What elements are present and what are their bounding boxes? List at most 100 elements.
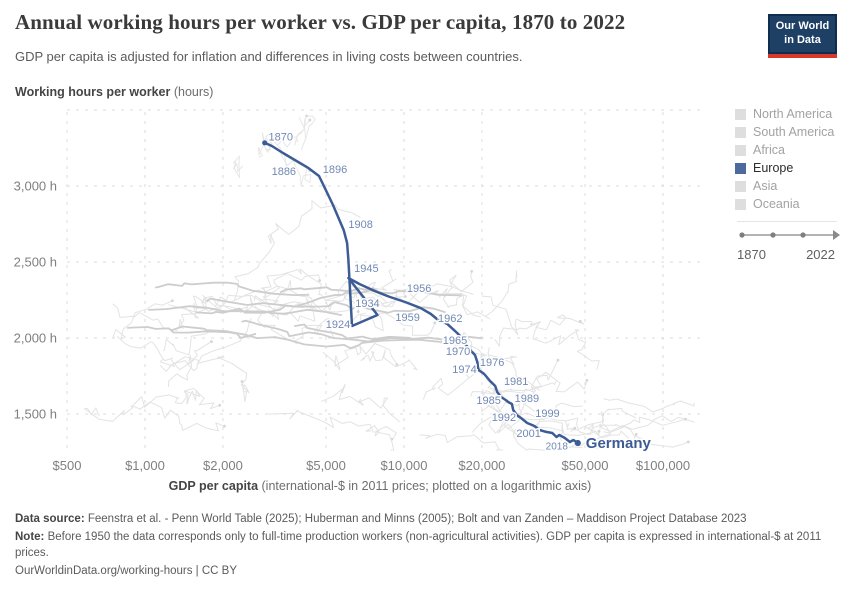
legend-item-label: South America: [753, 125, 835, 139]
background-line: [168, 295, 242, 313]
year-label-2001: 2001: [516, 428, 540, 440]
background-line: [201, 279, 292, 307]
timeline-end-year: 2022: [806, 247, 835, 262]
background-line: [603, 398, 695, 413]
background-line-endpoint: [634, 432, 638, 436]
background-line: [159, 356, 250, 403]
legend-item-europe[interactable]: Europe: [735, 159, 847, 177]
background-line-endpoint: [306, 293, 310, 297]
timeline-dot-mid1[interactable]: [770, 232, 776, 238]
legend-item-asia[interactable]: Asia: [735, 177, 847, 195]
background-line-endpoint: [170, 299, 174, 303]
background-line-endpoint: [210, 340, 213, 343]
germany-line[interactable]: [263, 141, 580, 445]
year-label-1934: 1934: [355, 298, 379, 310]
page-title: Annual working hours per worker vs. GDP …: [15, 10, 626, 34]
timeline-slider[interactable]: [737, 228, 841, 242]
timeline-start-year: 1870: [737, 247, 766, 262]
x-tick-label-5000: $5,000: [306, 458, 346, 473]
background-line: [83, 401, 225, 432]
background-line: [469, 344, 518, 366]
background-line: [324, 312, 366, 340]
background-line: [277, 148, 312, 188]
background-line-endpoint: [395, 363, 399, 366]
owid-logo-line1: Our World: [775, 20, 830, 32]
background-line: [481, 380, 557, 397]
y-axis-unit-bold: Working hours per worker: [15, 85, 171, 99]
citation-link: OurWorldinData.org/working-hours | CC BY: [15, 564, 835, 580]
background-country-lines: [83, 114, 695, 451]
background-line: [498, 410, 575, 430]
background-line-endpoint: [470, 269, 474, 273]
background-line: [112, 303, 178, 332]
background-line-endpoint: [578, 319, 582, 323]
chart-footer: Data source: Feenstra et al. - Penn Worl…: [15, 512, 835, 581]
x-tick-label-100000: $100,000: [636, 458, 690, 473]
note-line: Note: Before 1950 the data corresponds o…: [15, 530, 835, 562]
background-line: [241, 268, 360, 304]
background-line: [168, 341, 212, 388]
legend-swatch-icon: [735, 144, 746, 156]
legend-item-label: North America: [753, 107, 833, 121]
background-line: [570, 428, 600, 436]
background-line-endpoint: [223, 424, 226, 428]
legend-item-africa[interactable]: Africa: [735, 141, 847, 159]
owid-logo[interactable]: Our World in Data: [768, 14, 837, 58]
data-source-text: Feenstra et al. - Penn World Table (2025…: [84, 513, 747, 525]
background-line: [262, 272, 321, 298]
background-line: [497, 420, 583, 451]
owid-logo-line2: in Data: [784, 33, 821, 46]
gridlines: [66, 109, 703, 452]
background-line-endpoint: [686, 440, 690, 444]
legend-item-label: Africa: [753, 143, 785, 157]
x-tick-label-500: $500: [53, 458, 82, 473]
background-line: [470, 388, 534, 397]
legend-swatch-icon: [735, 162, 746, 174]
background-line: [360, 312, 436, 336]
series-name-label: Germany: [586, 435, 652, 452]
legend-item-label: Oceania: [753, 197, 800, 211]
background-line: [116, 335, 195, 371]
background-line: [162, 330, 212, 356]
background-line: [365, 425, 395, 451]
background-line-endpoint: [573, 426, 577, 430]
owid-logo-text: Our World in Data: [770, 16, 835, 52]
legend-item-south-america[interactable]: South America: [735, 123, 847, 141]
y-axis-unit-label: Working hours per worker (hours): [15, 85, 213, 99]
y-tick-label-1500: 1,500 h: [14, 407, 57, 422]
note-label: Note:: [15, 530, 45, 543]
x-tick-label-10000: $10,000: [380, 458, 427, 473]
year-label-1970: 1970: [446, 346, 470, 358]
background-line: [471, 359, 559, 434]
background-line: [490, 371, 588, 413]
axis-tick-labels: 3,000 h 2,500 h 2,000 h 1,500 h $500 $1,000 $2…: [14, 179, 690, 474]
background-line-endpoint: [318, 279, 321, 282]
legend-item-north-america[interactable]: North America: [735, 105, 847, 123]
year-label-1886: 1886: [272, 166, 296, 178]
background-line-endpoint: [556, 358, 560, 362]
background-line: [170, 325, 442, 350]
x-axis-title-bold: GDP per capita: [168, 479, 259, 493]
background-line: [241, 319, 483, 343]
legend-divider: [737, 221, 837, 222]
timeline-handle-start[interactable]: [739, 232, 745, 238]
background-line: [148, 305, 343, 317]
legend-item-oceania[interactable]: Oceania: [735, 195, 847, 213]
legend-item-label: Europe: [753, 161, 794, 175]
background-line: [480, 403, 611, 439]
background-line: [481, 295, 585, 336]
year-label-1959: 1959: [395, 312, 419, 324]
background-line-endpoint: [308, 118, 312, 122]
year-label-1985: 1985: [476, 395, 500, 407]
background-line: [419, 433, 504, 451]
timeline-dot-mid2[interactable]: [800, 232, 806, 238]
data-source-label: Data source:: [15, 513, 85, 525]
legend-swatch-icon: [735, 198, 746, 210]
background-line-endpoint: [684, 417, 687, 421]
legend-swatch-icon: [735, 180, 746, 192]
background-line: [322, 343, 399, 371]
timeline-labels: 1870 2022: [737, 247, 835, 262]
year-label-1976: 1976: [480, 357, 504, 369]
background-line-endpoint: [459, 293, 462, 297]
